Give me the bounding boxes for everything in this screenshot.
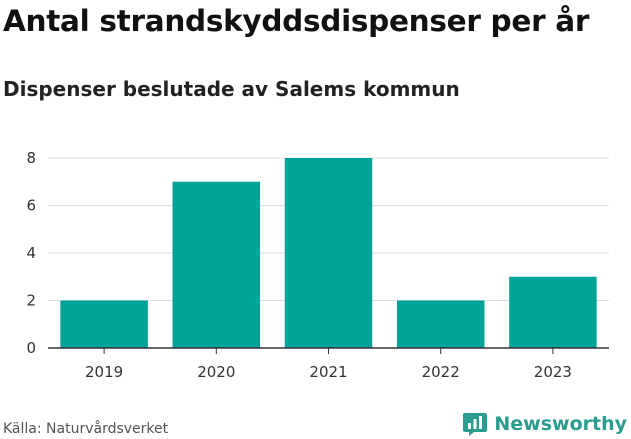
bar-2022: [396, 300, 485, 348]
brand-name: Newsworthy: [494, 413, 627, 435]
source-note: Källa: Naturvårdsverket: [3, 421, 169, 437]
chart-title: Antal strandskyddsdispenser per år: [3, 4, 590, 38]
bars: [60, 158, 597, 348]
brand-logo: Newsworthy: [462, 409, 627, 439]
y-tick-label: 2: [26, 292, 36, 310]
chart-subtitle: Dispenser beslutade av Salems kommun: [3, 77, 460, 101]
y-tick-label: 8: [26, 149, 36, 167]
bar-2023: [509, 276, 597, 348]
bar-chart: 0 2 4 6 8 2019 2020 2021 2022 2023: [26, 149, 609, 381]
x-tick-label: 2023: [534, 363, 572, 381]
newsworthy-logo-icon: [463, 413, 488, 436]
x-tick-label: 2021: [309, 363, 347, 381]
y-tick-label: 4: [26, 244, 36, 262]
x-axis-ticks: 2019 2020 2021 2022 2023: [85, 348, 572, 381]
y-tick-label: 0: [26, 339, 36, 357]
x-tick-label: 2020: [197, 363, 235, 381]
y-tick-label: 6: [26, 197, 36, 215]
x-tick-label: 2022: [422, 363, 460, 381]
bar-2021: [284, 158, 373, 348]
bar-2020: [172, 181, 261, 348]
y-axis-ticks: 0 2 4 6 8: [26, 149, 36, 357]
x-tick-label: 2019: [85, 363, 123, 381]
bar-2019: [60, 300, 148, 348]
